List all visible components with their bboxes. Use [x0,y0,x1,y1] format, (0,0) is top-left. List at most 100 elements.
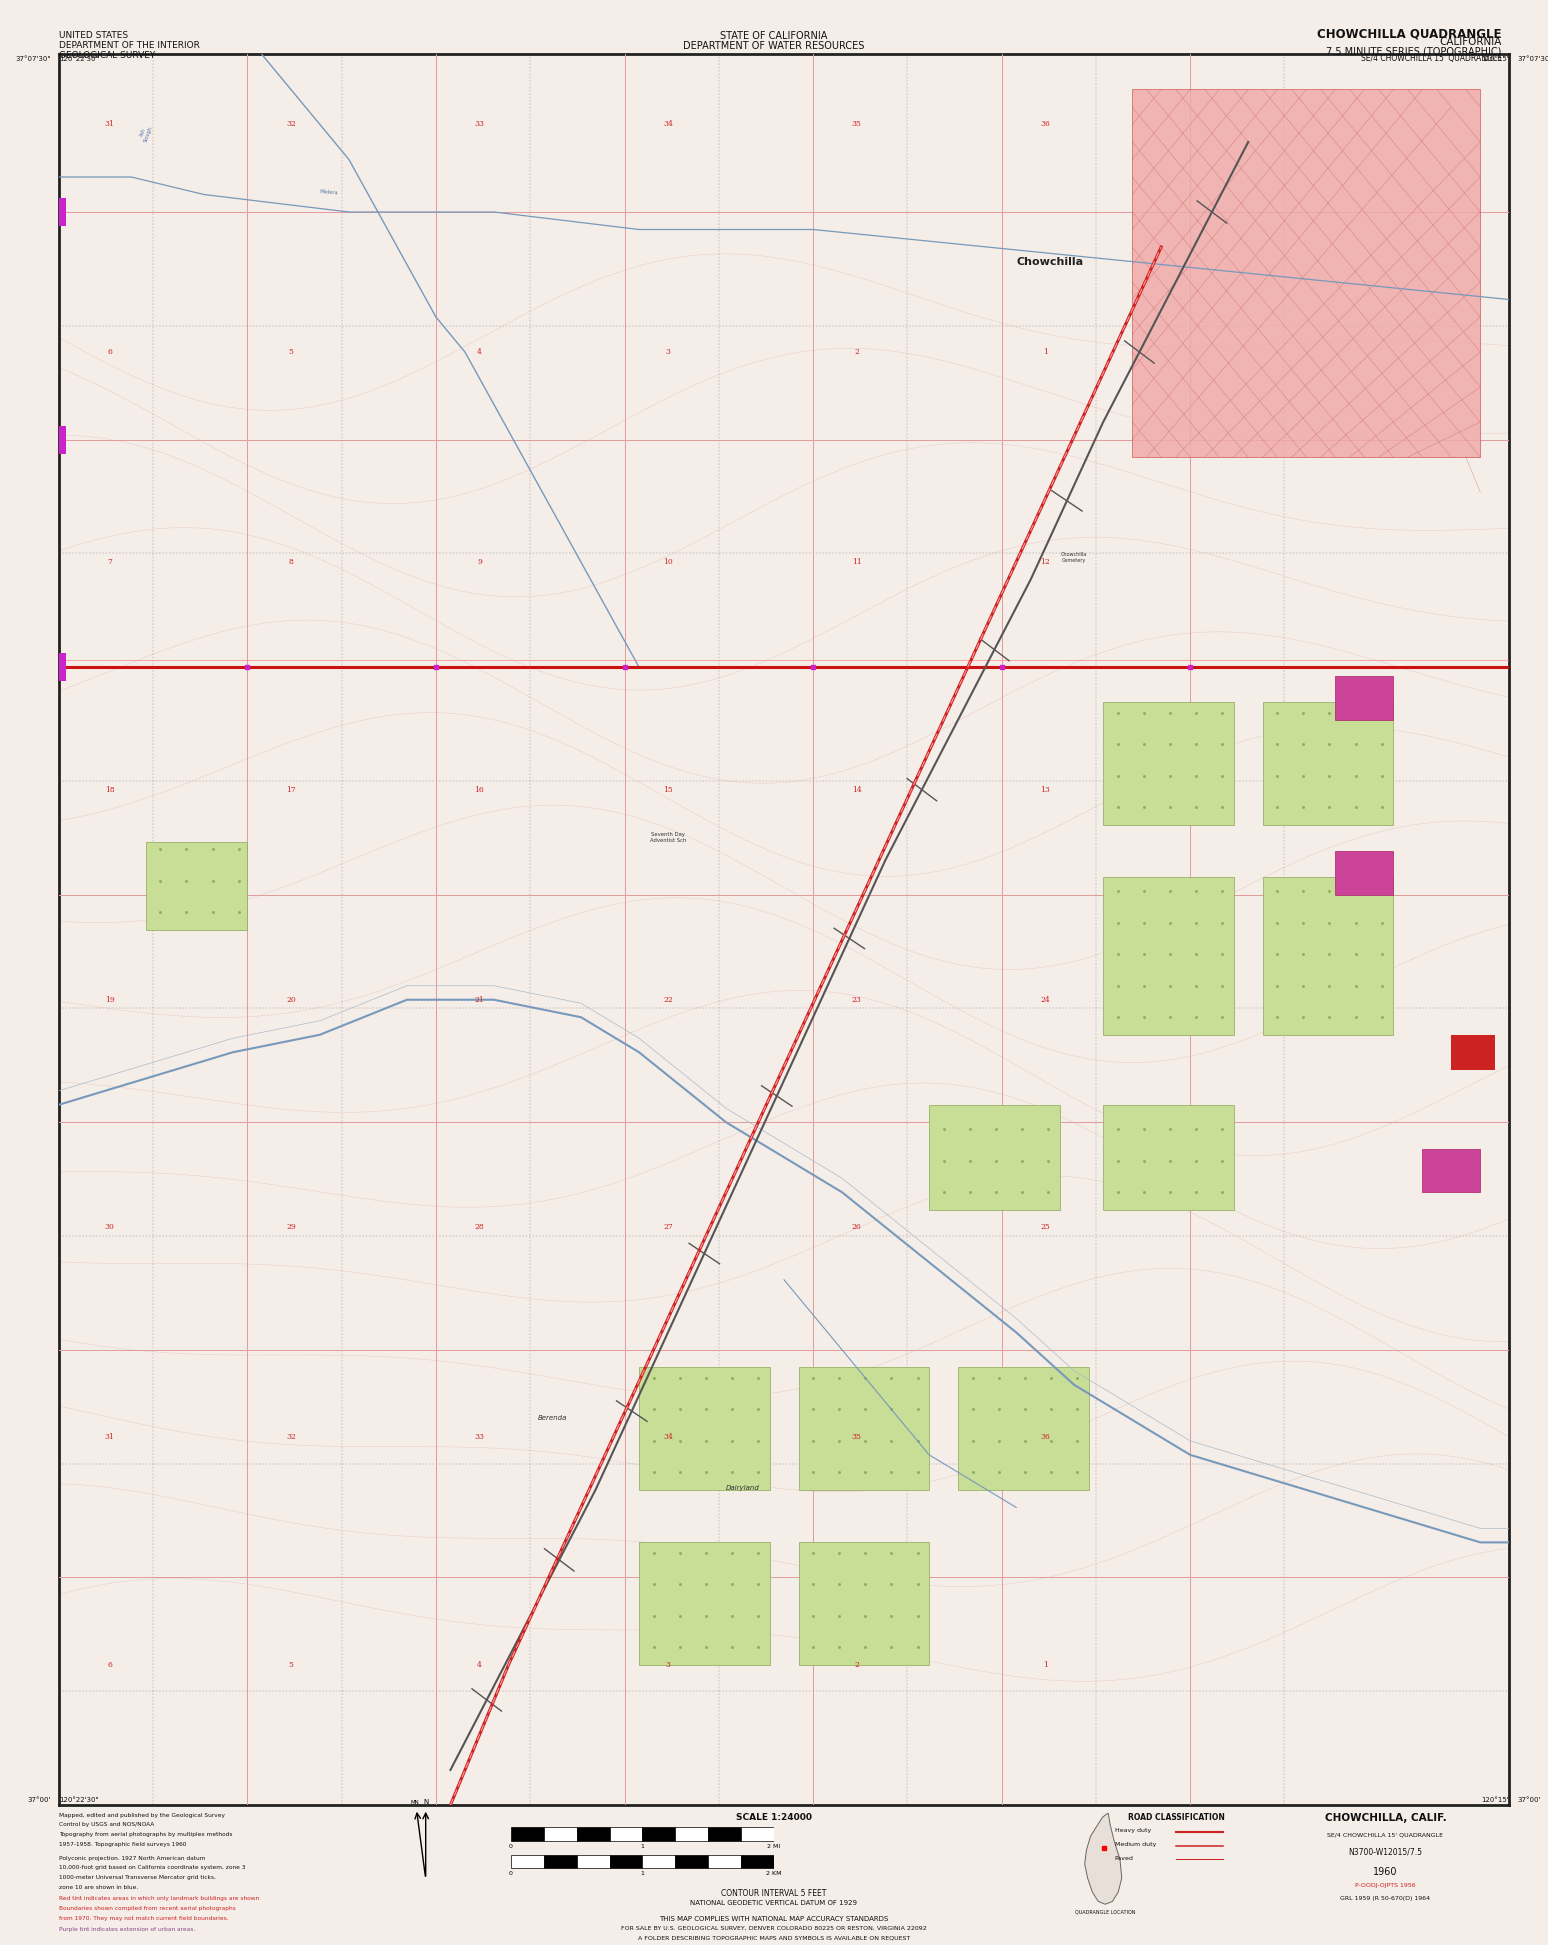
Text: Mapped, edited and published by the Geological Survey: Mapped, edited and published by the Geol… [59,1813,224,1819]
Bar [1336,852,1393,895]
Text: 20: 20 [286,996,296,1004]
Text: 16: 16 [475,786,485,794]
Bar [543,1828,576,1840]
Text: 30: 30 [105,1223,115,1231]
Text: 6: 6 [107,1661,111,1669]
Text: 19: 19 [105,996,115,1004]
Text: 12: 12 [1040,558,1050,566]
Text: 36: 36 [1040,1433,1050,1441]
Bar [639,1542,769,1665]
Bar [576,1828,610,1840]
Text: 21: 21 [475,996,485,1004]
Text: DEPARTMENT OF WATER RESOURCES: DEPARTMENT OF WATER RESOURCES [683,41,865,51]
Bar [576,1856,610,1867]
Text: Seventh Day
Adventist Sch: Seventh Day Adventist Sch [650,832,686,844]
Bar [958,1367,1088,1490]
Bar [639,1367,769,1490]
Text: 28: 28 [475,1223,485,1231]
Bar [1104,1105,1234,1210]
Text: 10,000-foot grid based on California coordinate system, zone 3: 10,000-foot grid based on California coo… [59,1865,245,1871]
Text: from 1970. They may not match current field boundaries.: from 1970. They may not match current fi… [59,1916,229,1922]
Text: UNITED STATES: UNITED STATES [59,31,128,41]
Text: P-OODJ-OJPTS 1956: P-OODJ-OJPTS 1956 [1354,1883,1416,1889]
Text: 7.5 MINUTE SERIES (TOPOGRAPHIC): 7.5 MINUTE SERIES (TOPOGRAPHIC) [1327,47,1502,56]
Bar [146,842,248,930]
Text: 1: 1 [641,1871,644,1877]
Text: 18: 18 [105,786,115,794]
Text: 10: 10 [663,558,673,566]
Text: 9: 9 [477,558,481,566]
Text: 0: 0 [509,1871,512,1877]
Text: A FOLDER DESCRIBING TOPOGRAPHIC MAPS AND SYMBOLS IS AVAILABLE ON REQUEST: A FOLDER DESCRIBING TOPOGRAPHIC MAPS AND… [638,1935,910,1941]
Text: STATE OF CALIFORNIA: STATE OF CALIFORNIA [720,31,828,41]
Bar [610,1828,642,1840]
Text: 32: 32 [286,1433,296,1441]
Bar [1452,1035,1495,1070]
Bar [1132,89,1480,457]
Bar [709,1828,741,1840]
Bar [675,1828,709,1840]
Text: 27: 27 [663,1223,673,1231]
Text: 32: 32 [286,121,296,128]
Text: 37°07'30": 37°07'30" [1517,56,1548,62]
Text: 35: 35 [851,1433,862,1441]
Text: QUADRANGLE LOCATION: QUADRANGLE LOCATION [1074,1910,1136,1916]
Text: 29: 29 [286,1223,296,1231]
Text: Dairyland: Dairyland [726,1484,760,1492]
Text: 2 MI: 2 MI [768,1844,780,1850]
Bar [1104,702,1234,825]
Text: Chowchilla: Chowchilla [1015,257,1084,266]
Text: 33: 33 [475,1433,485,1441]
Bar [511,1828,543,1840]
Text: 120°22'30": 120°22'30" [59,56,99,62]
Text: THIS MAP COMPLIES WITH NATIONAL MAP ACCURACY STANDARDS: THIS MAP COMPLIES WITH NATIONAL MAP ACCU… [659,1916,889,1922]
Text: 34: 34 [663,121,673,128]
Bar [543,1856,576,1867]
Bar [1263,702,1393,825]
Text: 1960: 1960 [1373,1867,1398,1877]
Text: ROAD CLASSIFICATION: ROAD CLASSIFICATION [1128,1813,1224,1822]
Text: 14: 14 [851,786,861,794]
Text: 13: 13 [1040,786,1050,794]
Text: Red tint indicates areas in which only landmark buildings are shown: Red tint indicates areas in which only l… [59,1896,259,1902]
Text: 31: 31 [105,1433,115,1441]
Bar [51,426,67,453]
Text: 2 KM: 2 KM [766,1871,782,1877]
Text: 6: 6 [107,348,111,356]
Text: 37°00': 37°00' [1517,1797,1540,1803]
Text: Chowchilla
Cemetery: Chowchilla Cemetery [1060,552,1087,564]
Text: 5: 5 [288,1661,293,1669]
Text: DEPARTMENT OF THE INTERIOR: DEPARTMENT OF THE INTERIOR [59,41,200,51]
Text: CHOWCHILLA QUADRANGLE: CHOWCHILLA QUADRANGLE [1317,27,1502,41]
Text: CHOWCHILLA, CALIF.: CHOWCHILLA, CALIF. [1325,1813,1446,1822]
Text: 4: 4 [477,348,481,356]
Text: 4: 4 [477,1661,481,1669]
Bar [642,1828,675,1840]
Text: 7: 7 [107,558,111,566]
Bar [799,1542,929,1665]
Text: SCALE 1:24000: SCALE 1:24000 [735,1813,813,1822]
Bar [1104,877,1234,1035]
Text: SE/4 CHOWCHILLA 15' QUADRANGLE: SE/4 CHOWCHILLA 15' QUADRANGLE [1328,1832,1443,1838]
Bar [51,198,67,226]
Text: 34: 34 [663,1433,673,1441]
Bar [1423,1148,1480,1192]
Text: 3: 3 [666,348,670,356]
Text: Ash
Slough: Ash Slough [138,123,153,144]
Text: Purple tint indicates extension of urban areas.: Purple tint indicates extension of urban… [59,1927,195,1933]
Text: Polyconic projection. 1927 North American datum: Polyconic projection. 1927 North America… [59,1856,206,1861]
Text: GRL 1959 (R 50-670(D) 1964: GRL 1959 (R 50-670(D) 1964 [1341,1896,1430,1902]
Text: 8: 8 [288,558,293,566]
Text: 1000-meter Universal Transverse Mercator grid ticks,: 1000-meter Universal Transverse Mercator… [59,1875,215,1881]
Text: 35: 35 [851,121,862,128]
Text: 25: 25 [1040,1223,1050,1231]
Text: SE/4 CHOWCHILLA 15' QUADRANGLE: SE/4 CHOWCHILLA 15' QUADRANGLE [1361,54,1502,64]
Text: 33: 33 [475,121,485,128]
Text: Paved: Paved [1115,1856,1133,1861]
Bar [741,1856,774,1867]
Text: 15: 15 [663,786,673,794]
Text: FOR SALE BY U.S. GEOLOGICAL SURVEY, DENVER COLORADO 80225 OR RESTON, VIRGINIA 22: FOR SALE BY U.S. GEOLOGICAL SURVEY, DENV… [621,1926,927,1931]
Text: Medium duty: Medium duty [1115,1842,1156,1848]
Text: Madera: Madera [320,189,339,196]
Text: MN: MN [410,1799,420,1805]
